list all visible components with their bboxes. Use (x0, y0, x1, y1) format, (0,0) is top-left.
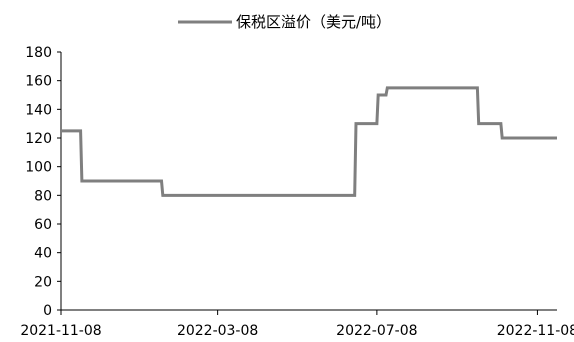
y-tick-label: 40 (34, 246, 52, 262)
y-tick-label: 160 (25, 74, 52, 90)
y-tick-label: 120 (25, 131, 52, 147)
legend: 保税区溢价（美元/吨） (178, 13, 391, 31)
series-line (61, 86, 557, 197)
y-tick-label: 100 (25, 160, 52, 176)
x-tick-label: 2022-07-08 (336, 323, 417, 339)
y-tick-label: 0 (43, 303, 52, 319)
y-tick-label: 140 (25, 102, 52, 118)
x-axis: 2021-11-08 2022-03-08 2022-07-08 2022-11-08 (20, 309, 574, 339)
y-tick-label: 80 (34, 188, 52, 204)
x-tick-label: 2021-11-08 (20, 323, 101, 339)
legend-label: 保税区溢价（美元/吨） (236, 13, 391, 31)
series-layer (61, 86, 557, 197)
x-tick-label: 2022-03-08 (177, 323, 258, 339)
x-tick-label: 2022-11-08 (497, 323, 574, 339)
y-axis: 0 20 40 60 80 100 120 140 160 180 (25, 45, 62, 319)
y-tick-label: 20 (34, 274, 52, 290)
y-tick-label: 60 (34, 217, 52, 233)
y-tick-label: 180 (25, 45, 52, 61)
